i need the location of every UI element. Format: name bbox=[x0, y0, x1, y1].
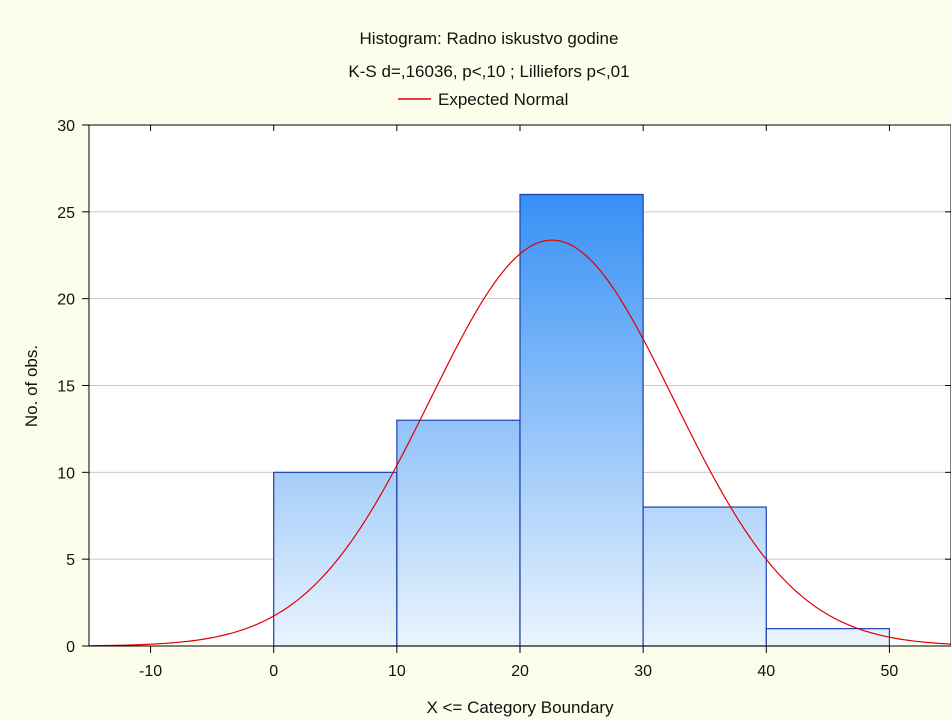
y-axis-label: No. of obs. bbox=[22, 345, 41, 427]
histogram-bar bbox=[396, 419, 521, 647]
x-tick-label: 40 bbox=[757, 663, 775, 680]
x-tick-label: -10 bbox=[139, 663, 162, 680]
y-tick-label: 15 bbox=[57, 379, 75, 396]
chart-subtitle: K-S d=,16036, p<,10 ; Lilliefors p<,01 bbox=[348, 62, 629, 81]
x-tick-label: 10 bbox=[388, 663, 406, 680]
x-tick-label: 30 bbox=[634, 663, 652, 680]
x-tick-label: 0 bbox=[269, 663, 278, 680]
legend: Expected Normal bbox=[398, 90, 568, 109]
y-tick-label: 20 bbox=[57, 292, 75, 309]
histogram-bar bbox=[642, 506, 767, 647]
x-tick-label: 20 bbox=[511, 663, 529, 680]
legend-label-expected-normal: Expected Normal bbox=[438, 90, 568, 109]
y-tick-label: 10 bbox=[57, 465, 75, 482]
expected-normal-curve bbox=[88, 239, 951, 647]
x-axis-label: X <= Category Boundary bbox=[426, 698, 614, 717]
histogram-bar bbox=[519, 193, 644, 647]
y-tick-label: 5 bbox=[66, 552, 75, 569]
y-tick-label: 0 bbox=[66, 639, 75, 656]
axes: 0 5 10 15 20 25 30 -10 0 10 20 30 40 50 bbox=[57, 118, 951, 680]
chart-title: Histogram: Radno iskustvo godine bbox=[360, 29, 619, 48]
x-tick-label: 50 bbox=[881, 663, 899, 680]
y-tick-label: 25 bbox=[57, 205, 75, 222]
histogram-bar bbox=[765, 628, 891, 647]
y-tick-label: 30 bbox=[57, 118, 75, 135]
